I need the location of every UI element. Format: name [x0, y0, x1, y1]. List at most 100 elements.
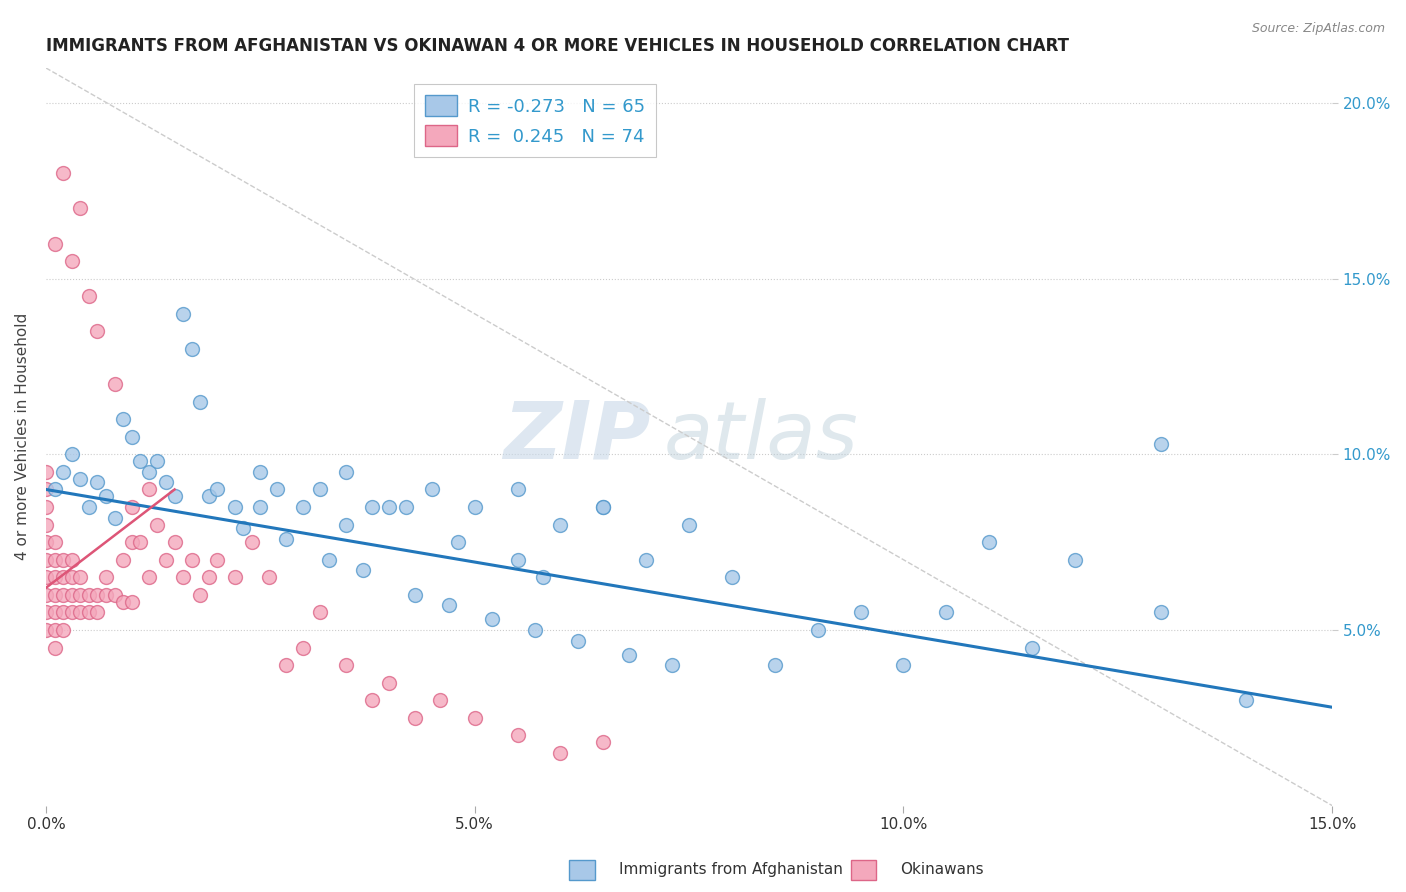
Point — [69, 472, 91, 486]
Point — [44, 570, 66, 584]
Point — [224, 570, 246, 584]
Point — [335, 465, 357, 479]
Point — [60, 447, 83, 461]
Point — [249, 500, 271, 514]
Point — [35, 500, 58, 514]
Point — [52, 552, 75, 566]
Point — [60, 606, 83, 620]
Point — [807, 623, 830, 637]
Point — [592, 500, 614, 514]
Point — [52, 166, 75, 180]
Point — [35, 606, 58, 620]
Point — [77, 588, 100, 602]
Point — [309, 606, 332, 620]
Point — [1150, 606, 1173, 620]
Point — [352, 563, 374, 577]
Point — [224, 500, 246, 514]
Point — [94, 588, 117, 602]
Point — [1064, 552, 1087, 566]
Point — [121, 595, 143, 609]
Point — [636, 552, 658, 566]
Point — [506, 552, 529, 566]
Point — [550, 746, 572, 760]
Point — [180, 552, 202, 566]
Point — [420, 483, 443, 497]
Point — [378, 675, 401, 690]
Point — [103, 377, 125, 392]
Point — [172, 570, 194, 584]
Point — [44, 640, 66, 655]
Point — [86, 325, 108, 339]
Point — [506, 728, 529, 742]
Point — [69, 588, 91, 602]
Point — [44, 623, 66, 637]
Point — [266, 483, 288, 497]
Point — [103, 588, 125, 602]
Point — [292, 640, 315, 655]
Text: Source: ZipAtlas.com: Source: ZipAtlas.com — [1251, 22, 1385, 36]
Point — [335, 658, 357, 673]
Point — [592, 500, 614, 514]
Text: Okinawans: Okinawans — [900, 863, 983, 877]
Point — [721, 570, 744, 584]
Point — [464, 711, 486, 725]
Point — [86, 475, 108, 490]
Point — [240, 535, 263, 549]
Point — [77, 289, 100, 303]
Y-axis label: 4 or more Vehicles in Household: 4 or more Vehicles in Household — [15, 313, 30, 560]
Point — [360, 693, 382, 707]
Point — [979, 535, 1001, 549]
Point — [155, 552, 177, 566]
Text: IMMIGRANTS FROM AFGHANISTAN VS OKINAWAN 4 OR MORE VEHICLES IN HOUSEHOLD CORRELAT: IMMIGRANTS FROM AFGHANISTAN VS OKINAWAN … — [46, 37, 1069, 55]
Point — [523, 623, 546, 637]
Point — [121, 500, 143, 514]
Point — [763, 658, 786, 673]
Point — [163, 490, 186, 504]
Point — [207, 552, 229, 566]
Point — [35, 570, 58, 584]
Point — [35, 517, 58, 532]
Point — [318, 552, 340, 566]
Point — [52, 623, 75, 637]
Text: atlas: atlas — [664, 398, 858, 475]
Point — [437, 599, 460, 613]
Point — [935, 606, 957, 620]
Point — [112, 552, 135, 566]
Point — [77, 500, 100, 514]
Point — [44, 483, 66, 497]
Point — [404, 588, 426, 602]
Point — [44, 606, 66, 620]
Point — [309, 483, 332, 497]
Point — [249, 465, 271, 479]
Point — [129, 454, 152, 468]
Point — [592, 735, 614, 749]
Legend: R = -0.273   N = 65, R =  0.245   N = 74: R = -0.273 N = 65, R = 0.245 N = 74 — [413, 85, 655, 157]
Point — [188, 394, 211, 409]
Point — [292, 500, 315, 514]
Point — [52, 570, 75, 584]
Point — [257, 570, 280, 584]
Point — [60, 552, 83, 566]
Point — [35, 465, 58, 479]
Point — [198, 570, 221, 584]
Point — [112, 595, 135, 609]
Point — [1150, 437, 1173, 451]
Point — [1021, 640, 1043, 655]
Point — [77, 606, 100, 620]
Point — [232, 521, 254, 535]
Point — [52, 588, 75, 602]
Point — [129, 535, 152, 549]
Point — [198, 490, 221, 504]
Point — [360, 500, 382, 514]
Point — [378, 500, 401, 514]
Point — [121, 535, 143, 549]
Point — [180, 342, 202, 356]
Point — [207, 483, 229, 497]
Point — [155, 475, 177, 490]
Point — [274, 658, 297, 673]
Point — [121, 430, 143, 444]
Point — [44, 588, 66, 602]
Point — [188, 588, 211, 602]
Point — [86, 606, 108, 620]
Point — [567, 633, 589, 648]
